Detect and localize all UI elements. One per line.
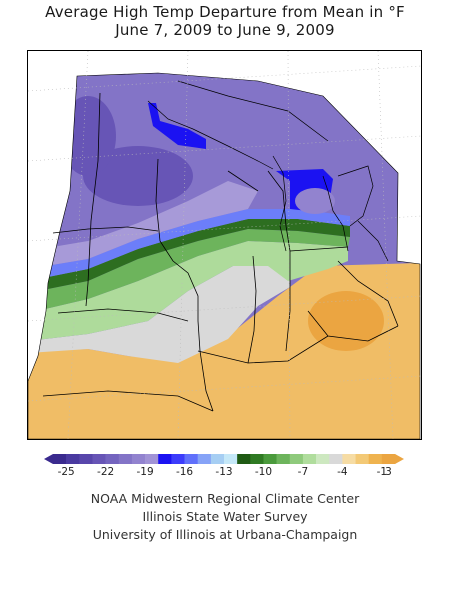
legend-swatch <box>197 454 212 464</box>
legend-swatches <box>44 454 404 464</box>
credit-line-2: Illinois State Water Survey <box>142 509 308 524</box>
legend-tick-label: -25 <box>58 466 75 478</box>
legend-swatch <box>250 454 264 464</box>
legend-tick-label: -13 <box>215 466 232 478</box>
legend-tick-label: -1 <box>377 466 387 478</box>
legend-tick-label: 3 <box>385 466 392 478</box>
legend-swatch <box>237 454 251 464</box>
coastlines <box>147 80 389 262</box>
legend-tick-label: -4 <box>337 466 348 478</box>
temperature-departure-map <box>28 51 421 439</box>
legend-swatch <box>66 454 80 464</box>
legend-swatch <box>289 454 304 464</box>
zone-dark-purple-west <box>60 96 116 176</box>
credit-line-3: University of Illinois at Urbana-Champai… <box>92 527 358 542</box>
zone-mid-green <box>28 229 350 313</box>
legend-swatch <box>92 454 106 464</box>
graticule <box>28 51 421 439</box>
legend-arrow-left <box>44 454 53 464</box>
legend-tick-label: -7 <box>298 466 308 478</box>
zone-dark-green <box>28 219 350 293</box>
legend-swatch <box>329 454 343 464</box>
legend-swatch <box>368 454 383 464</box>
legend-swatch <box>316 454 330 464</box>
map-date-range: June 7, 2009 to June 9, 2009 <box>115 21 335 39</box>
region-outline <box>28 72 421 439</box>
legend-swatch <box>53 454 67 464</box>
legend-swatch <box>342 454 356 464</box>
state-borders <box>42 92 399 412</box>
zone-gray <box>28 266 290 363</box>
legend-swatch <box>105 454 120 464</box>
map-title: Average High Temp Departure from Mean in… <box>45 3 405 21</box>
legend-tick-label: -10 <box>255 466 272 478</box>
legend-swatch <box>224 454 238 464</box>
legend-swatch <box>276 454 291 464</box>
zone-warm-east <box>308 291 384 351</box>
legend-swatch <box>118 454 133 464</box>
zone-michigan-purple <box>295 188 335 214</box>
legend-swatch <box>210 454 225 464</box>
map-frame <box>27 50 422 440</box>
legend-swatch <box>263 454 277 464</box>
credit-line-1: NOAA Midwestern Regional Climate Center <box>90 491 360 506</box>
zone-light-purple <box>28 181 258 269</box>
zone-lake-blue-north <box>148 103 206 149</box>
legend-swatch <box>79 454 93 464</box>
legend-tick-label: -19 <box>137 466 154 478</box>
color-legend: -25 -22 -19 -16 -13 -10 -7 -4 -13 <box>44 454 404 478</box>
legend-swatch <box>171 454 185 464</box>
legend-swatch <box>302 454 317 464</box>
legend-swatch <box>184 454 198 464</box>
zone-dark-purple <box>83 146 193 206</box>
legend-swatch <box>381 454 396 464</box>
legend-swatch <box>131 454 146 464</box>
legend-swatch <box>158 454 172 464</box>
legend-arrow-right <box>395 454 404 464</box>
map-fill-area <box>28 73 420 439</box>
legend-swatch <box>355 454 369 464</box>
legend-tick-label: -22 <box>97 466 114 478</box>
legend-swatch <box>145 454 159 464</box>
zone-blue <box>28 209 350 281</box>
legend-tick-label: -16 <box>176 466 193 478</box>
legend-tick-labels: -25 -22 -19 -16 -13 -10 -7 -4 -13 <box>58 466 392 478</box>
